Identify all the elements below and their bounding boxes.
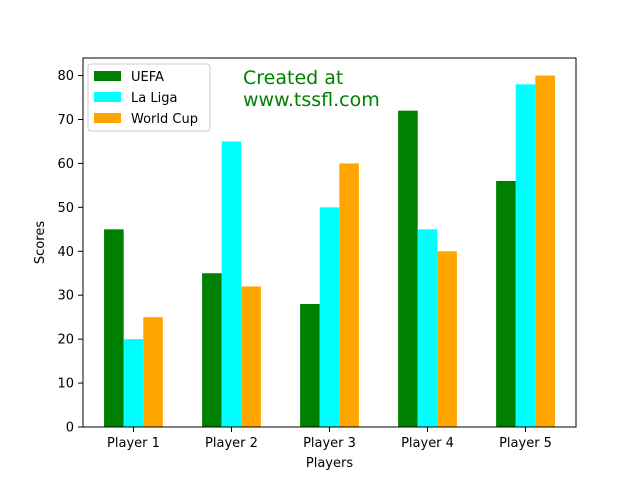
y-tick-label: 10 [57, 377, 74, 392]
legend: UEFA La Liga World Cup [87, 63, 211, 132]
legend-label: La Liga [131, 91, 177, 106]
y-tick-label: 60 [57, 157, 74, 172]
y-tick-label: 30 [57, 289, 74, 304]
bar-uefa-3 [300, 304, 320, 427]
bar-la-liga-2 [221, 141, 242, 427]
bar-la-liga-4 [417, 229, 438, 427]
annotation-text: Created at www.tssfl.com [243, 67, 380, 111]
x-ticks: Player 1 Player 2 Player 3 Player 4 Player 5 [107, 427, 552, 451]
bar-uefa-4 [398, 110, 418, 428]
x-tick-label: Player 2 [205, 436, 258, 451]
bar-la-liga-3 [319, 207, 340, 427]
bar-uefa-5 [496, 181, 516, 427]
legend-label: UEFA [131, 70, 164, 85]
legend-swatch [94, 113, 121, 123]
bar-world-cup-4 [437, 251, 457, 427]
bar-la-liga-1 [123, 339, 144, 427]
y-tick-label: 40 [57, 245, 74, 260]
x-tick-label: Player 3 [303, 436, 356, 451]
x-tick-label: Player 1 [107, 436, 160, 451]
bar-world-cup-3 [339, 163, 359, 427]
bar-uefa-1 [104, 229, 124, 427]
y-tick-label: 20 [57, 333, 74, 348]
annotation-line: Created at [243, 67, 343, 89]
y-tick-label: 50 [57, 201, 74, 216]
y-axis-label: Scores [33, 221, 48, 264]
x-axis-label: Players [306, 456, 353, 471]
legend-label: World Cup [131, 112, 198, 127]
annotation-line: www.tssfl.com [243, 89, 380, 111]
bar-world-cup-1 [143, 317, 163, 427]
legend-swatch [94, 92, 121, 102]
legend-swatch [94, 71, 121, 81]
x-tick-label: Player 5 [499, 436, 552, 451]
y-tick-label: 0 [66, 421, 74, 436]
y-tick-label: 80 [57, 69, 74, 84]
x-tick-label: Player 4 [401, 436, 454, 451]
bars-group [104, 75, 555, 428]
bar-la-liga-5 [515, 84, 536, 428]
bar-world-cup-2 [241, 286, 261, 427]
bar-world-cup-5 [535, 75, 555, 427]
y-tick-label: 70 [57, 113, 74, 128]
bar-uefa-2 [202, 273, 222, 427]
y-ticks: 0 10 20 30 40 50 60 70 80 [57, 69, 83, 436]
